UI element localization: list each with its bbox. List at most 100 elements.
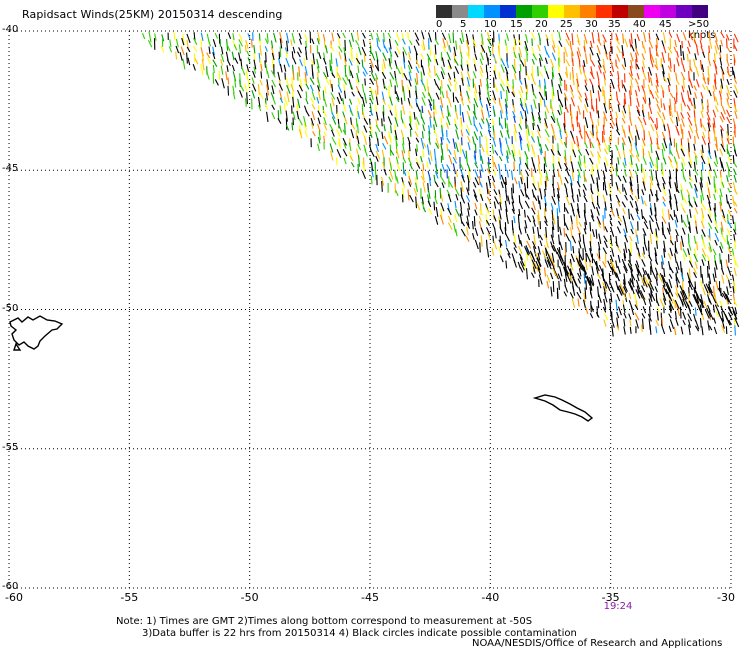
wind-barb — [602, 111, 608, 122]
wind-barb — [642, 306, 647, 314]
wind-barb — [435, 207, 439, 217]
wind-barb — [590, 304, 594, 312]
wind-barb — [429, 103, 433, 111]
wind-barb — [641, 324, 643, 332]
wind-barb — [732, 285, 735, 294]
wind-barb — [460, 228, 466, 237]
wind-barb — [576, 135, 580, 147]
wind-barb — [544, 57, 548, 64]
wind-barb — [260, 63, 263, 72]
wind-barb — [232, 85, 235, 94]
wind-barb — [206, 57, 211, 65]
wind-barb — [520, 170, 524, 181]
wind-barb — [305, 98, 309, 105]
wind-barb — [733, 259, 739, 268]
wind-barb — [285, 51, 288, 58]
wind-barb — [689, 97, 693, 107]
wind-barb — [559, 174, 563, 185]
wind-barb — [442, 46, 447, 52]
wind-barb — [429, 116, 432, 128]
wind-barb — [175, 45, 180, 54]
wind-barb — [532, 183, 537, 191]
wind-barb — [474, 239, 479, 250]
wind-barb — [472, 136, 476, 145]
wind-barb — [615, 299, 618, 312]
wind-barb — [460, 194, 466, 204]
wind-barb — [370, 161, 374, 172]
wind-barb — [676, 128, 680, 136]
wind-barb — [446, 137, 451, 144]
wind-barb — [421, 31, 425, 40]
wind-barb — [713, 161, 718, 167]
wind-barb — [628, 208, 631, 220]
wind-barb — [590, 174, 595, 184]
wind-barb — [695, 294, 700, 304]
wind-barb — [465, 235, 470, 243]
wind-barb — [622, 105, 627, 114]
wind-barb — [343, 58, 347, 67]
wind-barb — [537, 195, 540, 204]
wind-barb — [714, 232, 720, 242]
wind-barb — [466, 110, 470, 118]
wind-barb — [505, 77, 510, 88]
wind-barb — [638, 289, 644, 299]
wind-barb — [677, 293, 683, 303]
wind-barb — [667, 65, 672, 72]
wind-barb — [511, 208, 515, 215]
wind-barb — [244, 83, 248, 92]
wind-barb — [629, 149, 634, 158]
wind-barb — [582, 183, 587, 191]
wind-barb — [336, 128, 341, 138]
wind-barb — [552, 188, 556, 198]
wind-barb — [361, 83, 365, 93]
wind-barb — [175, 38, 179, 48]
wind-barb — [460, 208, 463, 216]
wind-barb — [628, 313, 632, 320]
wind-barb — [518, 78, 523, 85]
wind-barb — [557, 150, 561, 157]
wind-barb — [624, 221, 628, 233]
wind-barb — [505, 155, 509, 164]
wind-barb — [667, 85, 671, 92]
wind-barb — [472, 189, 478, 198]
longitude-label: -50 — [240, 591, 259, 604]
wind-barb — [655, 97, 659, 104]
wind-barb — [478, 122, 483, 130]
wind-barb — [325, 65, 329, 78]
wind-barb — [687, 280, 693, 291]
wind-barb — [563, 213, 566, 226]
wind-barb — [699, 304, 703, 313]
wind-barb — [726, 116, 731, 124]
wind-barb — [699, 60, 703, 70]
wind-barb — [707, 118, 712, 128]
wind-barb — [688, 277, 694, 288]
wind-barb — [381, 131, 384, 140]
wind-barb — [400, 97, 403, 105]
wind-barb — [532, 246, 537, 257]
wind-barb — [663, 248, 666, 258]
wind-barb — [663, 45, 667, 54]
wind-barb — [401, 79, 404, 92]
legend-label: 35 — [608, 19, 621, 30]
wind-barb — [712, 109, 717, 118]
wind-barb — [325, 45, 328, 54]
wind-barb — [733, 53, 736, 63]
wind-barb — [596, 151, 602, 159]
wind-barb — [725, 38, 728, 49]
wind-barb — [734, 307, 738, 315]
wind-barb — [603, 319, 607, 327]
wind-barb — [525, 245, 531, 255]
wind-barb — [663, 268, 666, 277]
wind-barb — [487, 122, 490, 132]
wind-barb — [513, 247, 518, 254]
wind-barb — [681, 290, 687, 301]
wind-barb — [395, 91, 400, 100]
wind-barb — [654, 267, 659, 275]
wind-barb — [565, 105, 569, 113]
wind-barb — [416, 72, 419, 85]
wind-barb — [734, 317, 740, 328]
wind-barb — [285, 110, 288, 122]
wind-barb — [693, 151, 698, 159]
wind-barb — [726, 148, 731, 158]
wind-barb — [634, 78, 639, 85]
